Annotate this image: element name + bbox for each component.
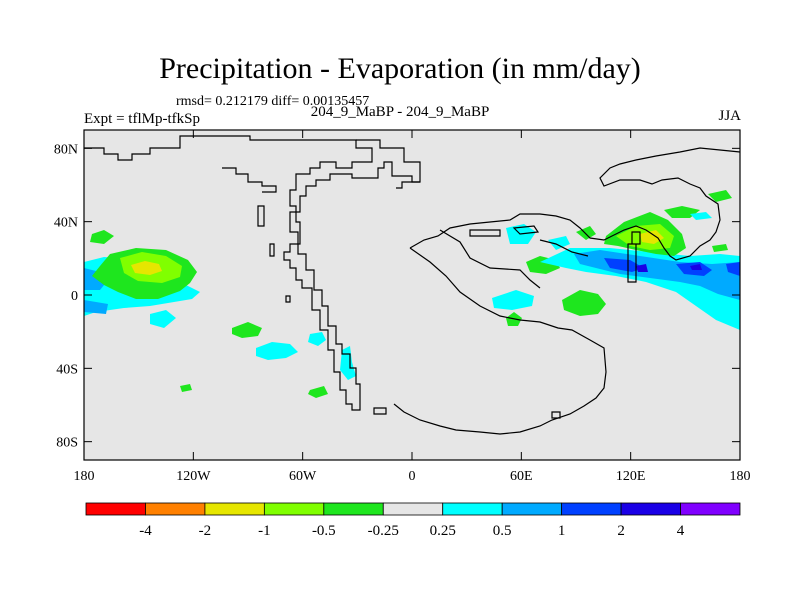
x-tick-label: 60E [510,469,533,484]
x-tick-label: 120E [616,469,646,484]
y-tick-label: 80S [56,436,78,451]
colorbar-label: 4 [677,523,685,539]
colorbar-swatch [620,502,681,516]
colorbar-label: 0.25 [430,523,456,539]
coastline-caspian [469,225,540,237]
colorbar-label: -1 [258,523,271,539]
region-south-pacific-green [180,322,328,398]
season-label: JJA [718,108,741,124]
region-asia-indigo [636,264,702,272]
colorbar-label: 0.5 [493,523,512,539]
region-east-asia-yellow [640,230,664,244]
y-tick-label: 40S [56,362,78,377]
coastline-greenland [356,139,421,189]
x-tick-label: 180 [730,469,751,484]
period-label: 204_9_MaBP - 204_9_MaBP [310,104,490,120]
axes: 180 120W 60W 0 60E 120E 180 80N 40N 0 40S 80S [54,130,751,484]
colorbar-label: -4 [139,523,152,539]
coastline-east-asia [439,229,589,289]
x-tick-label: 120W [176,469,211,484]
colorbar: -4 -2 -1 -0.5 -0.25 0.25 0.5 1 2 4 [85,502,741,539]
colorbar-label: 2 [617,523,625,539]
colorbar-label: -2 [199,523,212,539]
region-south-pacific-cyan [150,310,326,360]
coastline-africa-eurasia [409,147,741,261]
coastlines [84,135,741,435]
colorbar-label: -0.25 [368,523,399,539]
coastline-americas [84,135,420,411]
colorbar-swatch [561,502,622,516]
stats-label: rmsd= 0.212179 diff= 0.00135457 [176,94,370,109]
region-north-pacific-cyan [690,212,712,220]
colorbar-swatch [323,502,384,516]
coastline-africa-south [393,247,607,435]
colorbar-swatch [85,502,146,516]
colorbar-swatch [263,502,325,516]
y-tick-label: 80N [54,142,78,157]
colorbar-swatch [442,502,503,516]
colorbar-swatch [382,502,444,516]
coastline-southern [373,231,641,419]
colorbar-swatch [501,502,563,516]
colorbar-swatch [680,502,741,516]
region-africa-cyan [492,290,534,310]
region-indian-ocean-green [562,290,606,316]
x-tick-label: 0 [409,469,416,484]
region-west-pacific-green [90,230,114,244]
colorbar-label: -0.5 [312,523,336,539]
region-asia-darkblue [604,258,740,276]
colorbar-label: 1 [558,523,566,539]
region-central-pacific-yellow [131,261,162,275]
y-tick-label: 0 [71,289,78,304]
x-tick-label: 180 [74,469,95,484]
y-tick-label: 40N [54,216,78,231]
experiment-label: Expt = tflMp-tfkSp [84,111,200,127]
x-tick-label: 60W [289,469,317,484]
colorbar-swatch [204,502,265,516]
coastline-islands-north [222,167,291,303]
region-northwest-pacific-green [664,190,732,252]
chart-title: Precipitation - Evaporation (in mm/day) [159,52,641,85]
colorbar-swatch [145,502,206,516]
